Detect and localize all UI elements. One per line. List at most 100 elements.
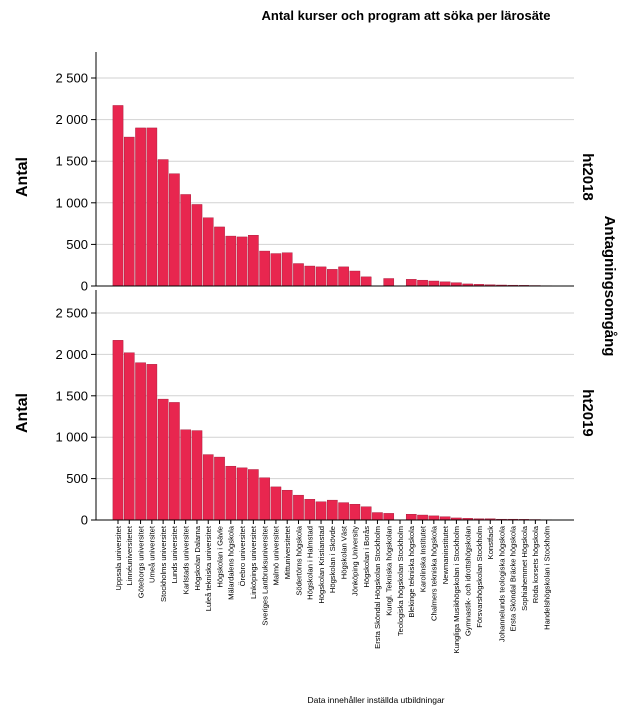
x-tick-label: Konstfack <box>486 526 495 560</box>
bar <box>123 352 135 521</box>
y-tick-label: 2 000 <box>55 112 88 127</box>
bar <box>372 512 383 521</box>
bar <box>281 489 293 521</box>
x-tick-label: Göteborgs universitet <box>136 525 145 598</box>
y-tick-label: 2 000 <box>55 347 88 362</box>
x-tick-label: Handelshögskolan i Stockholm <box>542 526 551 630</box>
x-tick-label: Kungliga Musikhögskolan i Stockholm <box>452 526 461 653</box>
y-tick-label: 1 500 <box>55 154 88 169</box>
facet-label: Antagningsomgång <box>601 216 618 357</box>
x-tick-label: Karolinska Institutet <box>418 525 427 592</box>
y-tick-label: 2 500 <box>55 71 88 86</box>
bar <box>146 364 158 521</box>
bar <box>338 502 349 521</box>
x-tick-label: Linköpings universitet <box>249 525 258 599</box>
bar <box>383 278 395 287</box>
bar <box>202 217 214 287</box>
panel-label: ht2018 <box>579 153 596 201</box>
bar <box>225 465 237 521</box>
bar <box>327 269 338 287</box>
bar <box>281 252 293 287</box>
x-tick-label: Linnéuniversitetet <box>125 525 134 585</box>
x-tick-label: Mälardalens högskola <box>227 525 236 600</box>
bar <box>259 477 270 521</box>
bar <box>304 499 316 521</box>
bar <box>417 514 428 521</box>
y-tick-label: 1 000 <box>55 430 88 445</box>
bar <box>327 499 338 521</box>
y-tick-label: 500 <box>66 471 88 486</box>
x-tick-label: Högskolan i Gävle <box>215 526 224 588</box>
x-tick-label: Lunds universitet <box>170 525 179 583</box>
bar <box>259 250 270 287</box>
x-tick-label: Newmaninstitutet <box>441 525 450 584</box>
bar <box>383 513 395 521</box>
x-tick-label: Johannelunds teologiska högskola <box>497 525 506 642</box>
x-tick-label: Högskolan i Halmstad <box>306 526 315 600</box>
x-tick-label: Högskolan Kristianstad <box>317 526 326 604</box>
x-tick-label: Ersta Sköndal Bräcke högskola <box>509 525 518 631</box>
bar <box>270 253 282 287</box>
x-tick-label: Malmö universitet <box>272 525 281 585</box>
y-tick-label: 0 <box>81 513 88 528</box>
bar <box>202 454 214 521</box>
x-tick-label: Kungl. Tekniska högskolan <box>385 526 394 616</box>
x-tick-label: Ersta Sköndal Högskolan Stockholm <box>373 526 382 649</box>
bar <box>270 486 282 521</box>
bar <box>146 127 158 287</box>
bar <box>439 281 451 287</box>
bar <box>112 340 124 521</box>
x-tick-label: Chalmers tekniska högskola <box>430 525 439 621</box>
y-tick-label: 0 <box>81 279 88 294</box>
x-tick-label: Högskolan Dalarna <box>193 525 202 590</box>
bar <box>349 504 361 521</box>
bar <box>293 263 304 287</box>
bar <box>191 204 203 287</box>
y-tick-label: 500 <box>66 237 88 252</box>
bar <box>428 280 440 287</box>
x-tick-label: Högskolan Väst <box>339 525 348 579</box>
bar <box>315 266 327 287</box>
bar <box>338 266 349 287</box>
x-tick-label: Södertörns högskola <box>294 525 303 595</box>
bar <box>293 494 304 521</box>
bar <box>349 270 361 287</box>
x-tick-label: Luleå tekniska universitet <box>204 525 213 611</box>
y-axis-label: Antal <box>14 393 31 433</box>
x-tick-label: Teologiska högskolan Stockholm <box>396 526 405 636</box>
bar <box>417 279 428 287</box>
bar <box>405 279 417 287</box>
bar <box>157 159 169 287</box>
bar <box>135 362 146 521</box>
bar <box>180 194 191 287</box>
y-tick-label: 2 500 <box>55 306 88 321</box>
x-tick-label: Blekinge tekniska högskola <box>407 525 416 617</box>
bar <box>428 515 440 521</box>
bar <box>236 467 248 521</box>
y-tick-label: 1 500 <box>55 388 88 403</box>
x-tick-label: Umeå universitet <box>148 525 157 583</box>
bar <box>214 456 225 521</box>
bar <box>180 429 191 521</box>
bar <box>169 173 180 287</box>
bar <box>304 265 316 287</box>
bar <box>236 236 248 287</box>
bar <box>112 105 124 287</box>
panel-label: ht2019 <box>579 389 596 437</box>
bar <box>360 276 372 287</box>
x-tick-label: Sophiahemmet Högskola <box>520 525 529 611</box>
bar <box>248 235 259 287</box>
y-axis-label: Antal <box>14 157 31 197</box>
x-tick-label: Försvarshögskolan Stockholm <box>475 526 484 628</box>
chart-title: Antal kurser och program att söka per lä… <box>261 8 551 23</box>
bar <box>225 235 237 287</box>
bar <box>135 127 146 287</box>
x-tick-label: Örebro universitet <box>238 525 247 586</box>
bar <box>214 226 225 287</box>
bar <box>169 402 180 521</box>
x-tick-label: Röda korsets högskola <box>531 525 540 603</box>
x-tick-label: Karlstads universitet <box>181 525 190 594</box>
bar <box>248 469 259 521</box>
y-tick-label: 1 000 <box>55 195 88 210</box>
